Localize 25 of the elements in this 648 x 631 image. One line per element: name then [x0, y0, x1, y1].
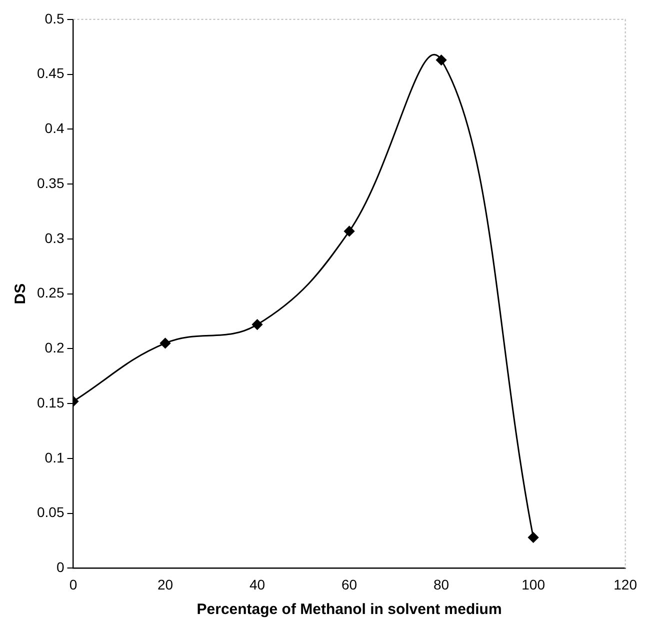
x-tick-label: 20: [157, 576, 174, 592]
y-tick-label: 0.3: [44, 230, 64, 246]
y-tick-label: 0.45: [37, 65, 64, 82]
point: [252, 319, 263, 330]
y-tick-label: 0.35: [37, 174, 64, 191]
x-tick-label: 100: [522, 576, 546, 592]
x-tick-label: 0: [69, 576, 78, 592]
x-tick-label: 40: [249, 576, 266, 592]
y-tick-label: 0.4: [44, 120, 64, 136]
x-tick-label: 60: [341, 576, 358, 592]
y-tick-label: 0.1: [44, 449, 64, 466]
point: [528, 532, 539, 543]
y-tick-label: 0.15: [37, 394, 64, 410]
point: [436, 54, 447, 66]
x-axis-title: Percentage of Methanol in solvent medium: [196, 601, 502, 618]
x-tick-label: 120: [614, 576, 638, 592]
x-tick-label: 80: [434, 576, 450, 592]
point: [160, 338, 171, 348]
y-tick-label: 0.05: [37, 504, 64, 520]
point: [344, 226, 355, 236]
y-tick-label: 0.2: [44, 340, 64, 356]
y-tick-label: 0.5: [44, 10, 64, 26]
y-tick-label: 0: [56, 559, 64, 576]
y-axis-title: DS: [12, 283, 30, 304]
y-tick-label: 0.25: [37, 284, 64, 301]
